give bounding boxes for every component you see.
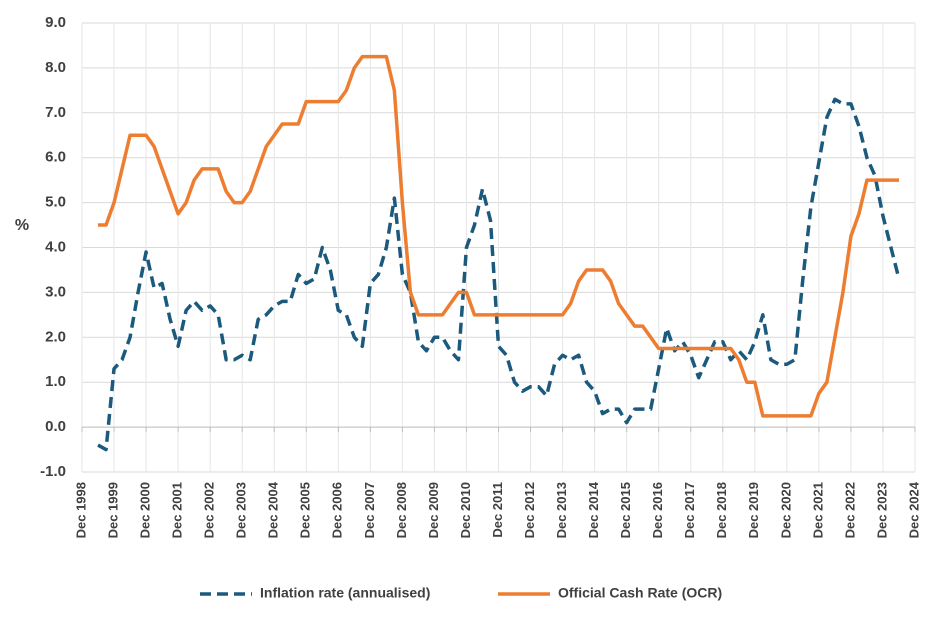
x-tick-label: Dec 2003	[234, 482, 249, 538]
x-tick-label: Dec 2013	[554, 482, 569, 538]
x-tick-label: Dec 2012	[522, 482, 537, 538]
x-tick-label: Dec 2001	[170, 482, 185, 538]
y-tick-label: 9.0	[45, 14, 66, 31]
x-tick-label: Dec 2017	[682, 482, 697, 538]
x-tick-label: Dec 2018	[714, 482, 729, 538]
x-tick-label: Dec 2024	[906, 481, 921, 538]
x-tick-label: Dec 2010	[458, 482, 473, 538]
x-tick-label: Dec 2009	[426, 482, 441, 538]
x-tick-label: Dec 2021	[810, 482, 825, 538]
x-tick-label: Dec 2020	[778, 482, 793, 538]
y-axis-label: %	[15, 217, 29, 234]
x-tick-label: Dec 1998	[73, 482, 88, 538]
y-tick-label: 3.0	[45, 283, 66, 300]
x-tick-label: Dec 2023	[874, 482, 889, 538]
x-tick-label: Dec 2022	[842, 482, 857, 538]
y-tick-label: 6.0	[45, 149, 66, 166]
x-tick-label: Dec 2004	[266, 481, 281, 538]
y-tick-label: 5.0	[45, 194, 66, 211]
series-line	[97, 97, 901, 452]
legend-label: Inflation rate (annualised)	[260, 585, 430, 601]
series-line	[98, 54, 899, 418]
y-tick-label: 8.0	[45, 59, 66, 76]
x-tick-label: Dec 2008	[394, 482, 409, 538]
x-tick-label: Dec 2014	[586, 481, 601, 538]
y-tick-label: 4.0	[45, 238, 66, 255]
x-tick-label: Dec 2000	[138, 482, 153, 538]
x-tick-label: Dec 1999	[105, 482, 120, 538]
y-tick-label: -1.0	[40, 463, 66, 480]
y-tick-label: 0.0	[45, 418, 66, 435]
x-tick-label: Dec 2002	[202, 482, 217, 538]
x-tick-label: Dec 2016	[650, 482, 665, 538]
y-tick-label: 1.0	[45, 373, 66, 390]
x-tick-label: Dec 2019	[746, 482, 761, 538]
x-tick-label: Dec 2011	[490, 482, 505, 538]
x-tick-label: Dec 2015	[618, 482, 633, 538]
legend-label: Official Cash Rate (OCR)	[558, 585, 722, 601]
x-tick-label: Dec 2005	[298, 482, 313, 538]
x-tick-label: Dec 2007	[362, 482, 377, 538]
x-tick-label: Dec 2006	[330, 482, 345, 538]
y-tick-label: 7.0	[45, 104, 66, 121]
y-tick-label: 2.0	[45, 328, 66, 345]
